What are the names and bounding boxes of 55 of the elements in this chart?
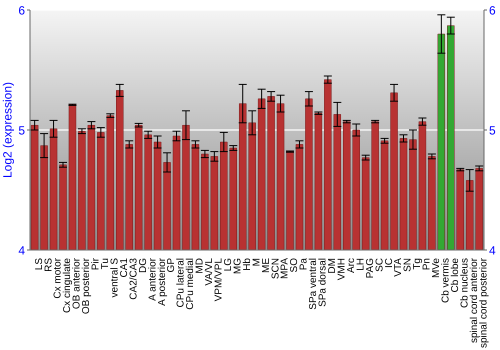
x-tick-label: VMH bbox=[336, 258, 348, 280]
x-tick-label: GP bbox=[166, 258, 178, 272]
x-tick-label: SC bbox=[374, 258, 386, 272]
x-tick-label: SPa dorsal bbox=[318, 258, 329, 307]
x-tick-label: DM bbox=[327, 258, 338, 274]
x-tick-label: Tu bbox=[100, 258, 112, 270]
x-tick-label: Cx motor bbox=[52, 257, 64, 299]
x-tick-label: MG bbox=[232, 258, 244, 274]
x-tick-label: SPa ventral bbox=[308, 258, 320, 310]
x-tick-label: MVe bbox=[431, 258, 442, 278]
x-tick-label: VTA bbox=[393, 258, 404, 277]
y-tick-label: 6 bbox=[18, 3, 26, 18]
x-tick-label: A anterior bbox=[147, 257, 158, 301]
x-tick-label: Pn bbox=[422, 258, 433, 270]
x-tick-label: OB anterior bbox=[72, 257, 83, 310]
y2-tick-label: 6 bbox=[489, 3, 496, 18]
x-tick-label: M bbox=[251, 258, 262, 266]
x-tick-label: Pa bbox=[298, 258, 310, 270]
x-tick-label: spinal cord posterior bbox=[478, 257, 490, 348]
x-tick-label: SN bbox=[402, 258, 414, 272]
x-tick-label: Cx cingulate bbox=[62, 258, 74, 314]
x-tick-label: SO bbox=[289, 258, 300, 272]
y-tick-label: 4 bbox=[18, 243, 26, 258]
x-tick-label: ME bbox=[260, 258, 272, 273]
x-tick-label: Tg bbox=[412, 258, 424, 270]
x-tick-label: spinal cord anterior bbox=[468, 257, 480, 344]
x-tick-label: IC bbox=[384, 258, 395, 268]
x-tick-label: LH bbox=[355, 258, 366, 271]
x-tick-label: SCN bbox=[270, 258, 282, 280]
x-tick-label: LG bbox=[222, 258, 234, 272]
x-tick-label: Cb vermis bbox=[440, 258, 452, 304]
y2-tick-label: 5 bbox=[489, 123, 496, 138]
x-tick-label: OB posterior bbox=[81, 257, 92, 314]
x-tick-label: PAG bbox=[364, 258, 376, 278]
x-tick-label: Cb lobe bbox=[450, 258, 461, 292]
y-tick-label: 5 bbox=[18, 123, 26, 138]
x-tick-label: Cb nucleus bbox=[459, 258, 470, 308]
x-tick-label: CPu medial bbox=[185, 258, 196, 310]
x-tick-label: DG bbox=[138, 258, 149, 273]
y-axis-title: Log2 (expression) bbox=[0, 82, 14, 178]
x-tick-label: ventral S bbox=[109, 258, 120, 298]
x-tick-label: Pir bbox=[90, 257, 102, 270]
x-tick-label: VA/VL bbox=[204, 258, 216, 286]
y2-tick-label: 4 bbox=[489, 243, 496, 258]
x-tick-label: Hb bbox=[242, 258, 253, 271]
x-tick-label: MPA bbox=[280, 258, 291, 279]
x-tick-label: CPu lateral bbox=[176, 258, 187, 308]
x-tick-label: CA1 bbox=[118, 258, 130, 278]
x-tick-label: CA2/CA3 bbox=[128, 258, 140, 300]
x-tick-label: MD bbox=[194, 258, 206, 274]
x-tick-label: RS bbox=[43, 258, 54, 272]
x-tick-label: VPM/VPL bbox=[214, 258, 225, 302]
x-tick-label: LS bbox=[34, 258, 45, 270]
x-tick-label: A posterior bbox=[156, 257, 168, 306]
x-tick-label: Arc bbox=[346, 258, 357, 273]
